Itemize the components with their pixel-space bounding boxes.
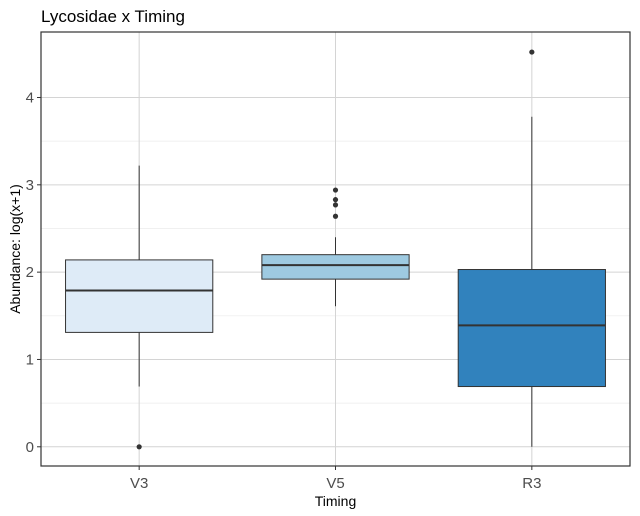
x-tick-label: R3 — [522, 475, 541, 492]
box-iqr — [261, 254, 410, 280]
chart-title: Lycosidae x Timing — [41, 7, 185, 26]
y-tick-label: 3 — [26, 177, 34, 194]
x-tick-label: V5 — [326, 475, 344, 492]
outlier-point — [332, 197, 339, 203]
y-tick-label: 1 — [26, 351, 34, 368]
y-axis-title: Abundance: log(x+1) — [7, 184, 23, 314]
box-group-v5 — [261, 187, 410, 307]
box-iqr — [457, 269, 606, 388]
outlier-point — [332, 202, 339, 208]
x-tick-label: V3 — [130, 475, 148, 492]
y-tick-label: 0 — [26, 439, 34, 456]
outlier-point — [529, 49, 535, 55]
y-tick-label: 4 — [26, 89, 34, 106]
boxes — [65, 49, 606, 450]
box-group-v3 — [65, 165, 214, 450]
box-group-r3 — [457, 49, 606, 447]
box-iqr — [65, 259, 214, 333]
x-axis-title: Timing — [315, 493, 357, 509]
outlier-point — [332, 187, 339, 193]
axes: 0 1 2 3 4 V3 V5 R3 — [26, 89, 542, 492]
outlier-point — [332, 213, 339, 219]
outlier-point — [136, 444, 142, 450]
y-tick-label: 2 — [26, 264, 34, 281]
